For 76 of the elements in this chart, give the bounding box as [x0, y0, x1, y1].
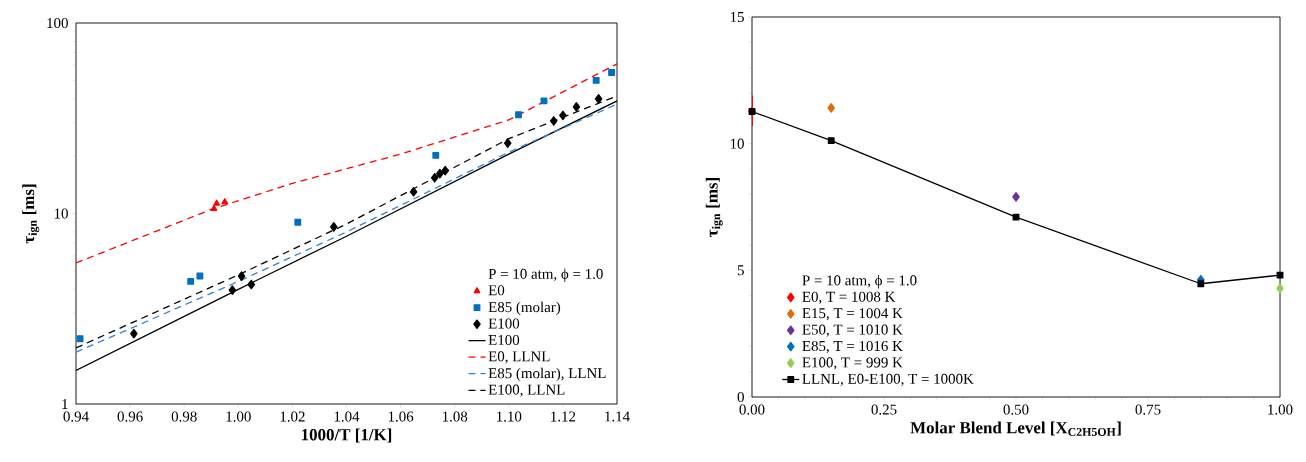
point	[608, 69, 616, 76]
x-tick-label: 1.00	[1268, 404, 1293, 415]
x-tick-label: 0.25	[871, 404, 897, 415]
point	[196, 272, 204, 280]
legend-label: E100, LLNL	[488, 384, 565, 397]
point	[330, 222, 338, 232]
point	[76, 335, 84, 343]
y-tick-label: 5	[737, 265, 744, 276]
x-tick-label: 0.98	[171, 411, 197, 422]
legend-label: E0	[488, 285, 505, 296]
point	[130, 328, 138, 339]
point	[1197, 280, 1205, 288]
y-tick-label: 10	[54, 208, 68, 219]
x-tick-label: 1.08	[442, 411, 468, 422]
point	[1276, 271, 1284, 279]
point	[572, 102, 581, 112]
legend-title: P = 10 atm, ϕ = 1.0	[802, 274, 917, 289]
legend-label: E0, LLNL	[488, 351, 550, 364]
point	[432, 151, 440, 159]
y-tick-label: 15	[730, 12, 744, 22]
legend-label: E85 (molar), LLNL	[488, 367, 606, 382]
x-tick-label: 1.12	[551, 411, 576, 422]
legend-label: E15, T = 1004 K	[802, 308, 903, 321]
x-tick-label: 0.75	[1135, 404, 1161, 415]
x-axis-title: 1000/T [1/K]	[301, 428, 392, 443]
x-tick-label: 1.06	[388, 411, 414, 422]
legend-label: E85 (molar)	[488, 301, 561, 316]
point	[549, 116, 558, 126]
point	[827, 137, 835, 145]
legend-label: E100, T = 999 K	[802, 357, 903, 370]
point	[1012, 213, 1020, 221]
point	[430, 172, 439, 183]
x-tick-label: 0.50	[1003, 404, 1029, 415]
point	[210, 204, 218, 211]
y-axis-title: τ$_{ign}$ [ms]	[705, 178, 723, 237]
y-tick-label: 10	[730, 138, 744, 149]
point	[1276, 283, 1284, 294]
y-tick-label: 0	[737, 391, 744, 403]
x-tick-label: 0.96	[117, 411, 143, 422]
legend-label: E0, T = 1008 K	[802, 291, 896, 304]
x-tick-label: 0.94	[63, 411, 89, 422]
legend-label: E100	[488, 318, 520, 329]
x-tick-label: 1.04	[334, 411, 360, 422]
point	[294, 218, 302, 226]
x-tick-label: 1.00	[226, 411, 251, 422]
legend-label: E50, T = 1010 K	[802, 324, 903, 337]
point	[594, 93, 603, 104]
point	[515, 111, 522, 119]
legend-label: E85, T = 1016 K	[802, 340, 903, 354]
legend-label: LLNL, E0-E100, T = 1000K	[802, 373, 974, 387]
legend-title: P = 10 atm, ϕ = 1.0	[488, 268, 603, 282]
line-series	[76, 63, 617, 264]
point	[827, 103, 835, 113]
point	[503, 138, 512, 148]
point	[187, 277, 195, 285]
point	[540, 97, 548, 105]
point	[592, 76, 600, 84]
y-tick-label: 1	[62, 399, 68, 409]
point	[237, 271, 246, 281]
point	[441, 165, 450, 176]
point	[409, 186, 418, 197]
point	[436, 168, 444, 179]
point	[213, 199, 221, 206]
point	[559, 110, 567, 121]
x-tick-label: 1.02	[280, 411, 305, 422]
legend-label: E100	[488, 334, 520, 345]
point	[247, 279, 256, 290]
point	[221, 198, 229, 205]
y-tick-label: 100	[47, 17, 68, 29]
x-tick-label: 1.10	[497, 411, 522, 422]
point	[228, 285, 237, 295]
point	[1012, 192, 1020, 202]
x-tick-label: 1.14	[605, 411, 630, 422]
x-axis-title: Molar Blend Level [X$_{C2H5OH}$]	[910, 421, 1121, 436]
y-axis-title: τ$_{ign}$ [ms]	[22, 184, 40, 244]
x-tick-label: 0.00	[739, 404, 765, 415]
